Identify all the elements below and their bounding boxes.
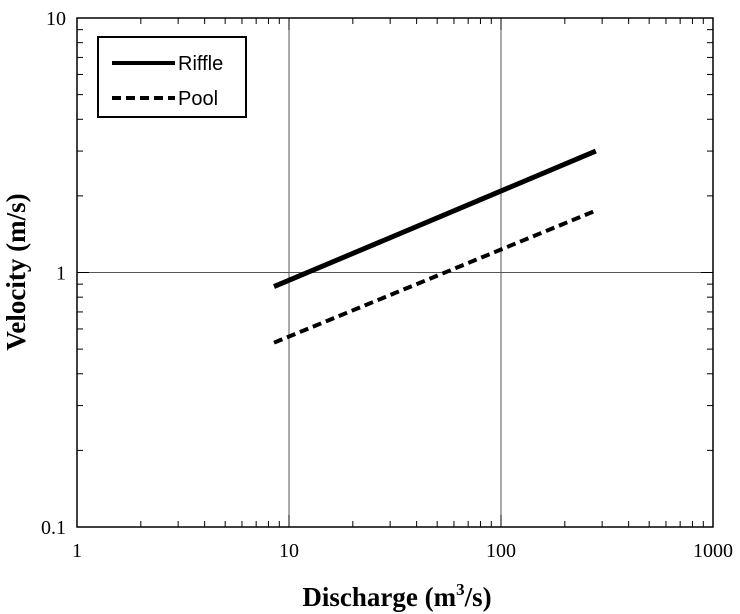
- grid: [77, 18, 713, 527]
- legend-label-riffle: Riffle: [178, 53, 223, 75]
- legend-label-pool: Pool: [178, 88, 218, 110]
- x-tick-label: 1000: [693, 540, 733, 562]
- x-tick-label: 1: [72, 540, 82, 562]
- x-axis-title: Discharge (m3/s): [302, 580, 491, 612]
- y-axis-title: Velocity (m/s): [1, 193, 31, 350]
- y-tick-label: 0.1: [41, 517, 66, 539]
- legend: Riffle Pool: [97, 36, 247, 118]
- legend-box: [97, 36, 247, 118]
- series-lines: [273, 148, 597, 345]
- y-tick-labels: 0.1 1 10: [41, 8, 66, 539]
- y-tick-label: 1: [56, 263, 66, 285]
- series-line-pool: [273, 208, 597, 345]
- plot-frame: [76, 17, 714, 528]
- series-line-riffle: [273, 148, 597, 289]
- y-tick-label: 10: [46, 8, 66, 30]
- x-tick-labels: 1 10 100 1000: [72, 540, 733, 562]
- x-tick-label: 10: [279, 540, 299, 562]
- x-tick-label: 100: [486, 540, 516, 562]
